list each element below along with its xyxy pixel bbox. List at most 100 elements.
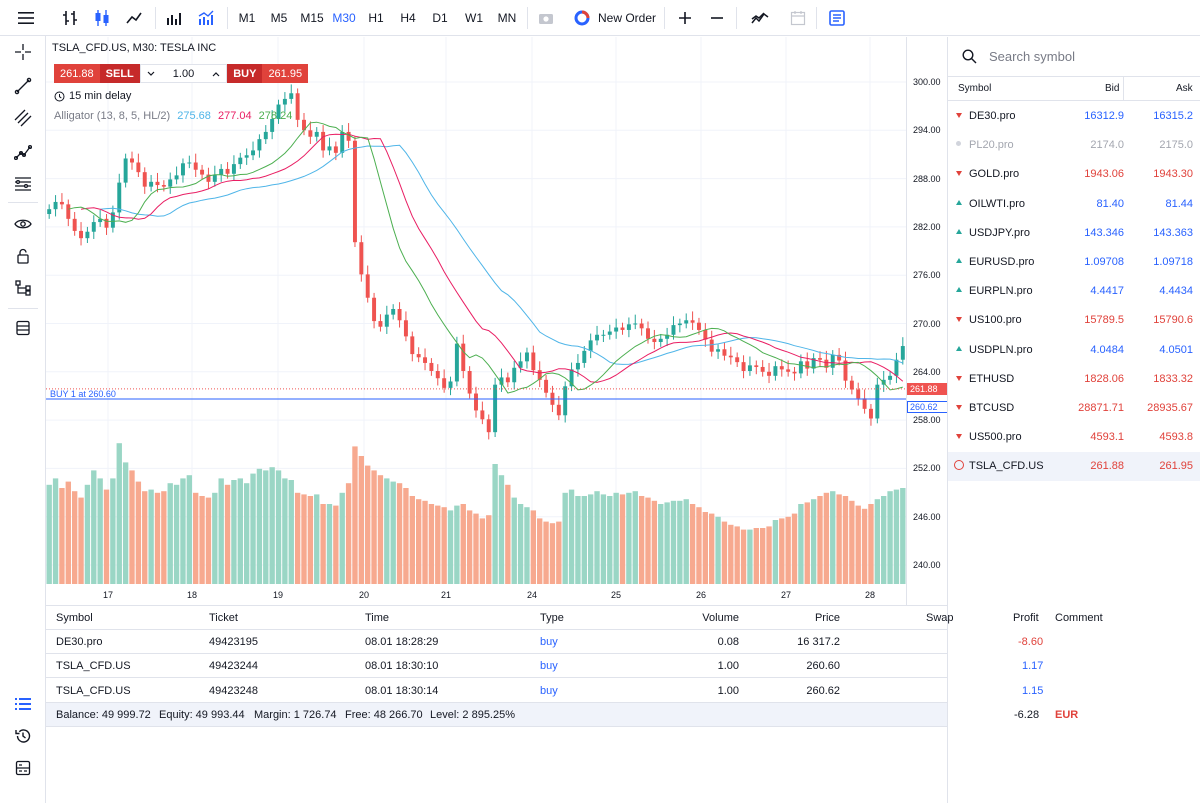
quantity-value[interactable]: 1.00	[172, 67, 195, 80]
positions-table: Symbol Ticket Time Type Volume Price Swa…	[46, 605, 1103, 728]
timeframe-m30[interactable]: M30	[332, 11, 356, 25]
col-symbol[interactable]: Symbol	[958, 83, 992, 94]
layers-icon[interactable]	[13, 318, 33, 338]
position-row[interactable]: TSLA_CFD.US 49423248 08.01 18:30:14 buy 1.00…	[46, 679, 1043, 703]
sell-button[interactable]: SELL	[99, 64, 140, 83]
watchlist-row[interactable]: US100.pro 15789.5 15790.6	[948, 306, 1200, 335]
watchlist-ask: 143.363	[1153, 226, 1193, 239]
position-row[interactable]: DE30.pro 49423195 08.01 18:28:29 buy 0.08 16 …	[46, 630, 1043, 654]
col-comment[interactable]: Comment	[1055, 612, 1103, 624]
volume-bar	[689, 504, 696, 584]
watchlist-row[interactable]: ETHUSD 1828.06 1833.32	[948, 365, 1200, 394]
volume-bar	[371, 470, 377, 584]
position-line-label[interactable]: BUY 1 at 260.60	[50, 389, 116, 399]
trend-line-icon[interactable]	[13, 76, 33, 96]
watchlist-row[interactable]: DE30.pro 16312.9 16315.2	[948, 102, 1200, 131]
volume-bar	[594, 491, 600, 584]
quantity-stepper[interactable]: 1.00	[139, 64, 228, 83]
col-swap[interactable]: Swap	[926, 612, 954, 624]
candle-body	[59, 201, 64, 205]
sell-price[interactable]: 261.88	[54, 64, 100, 83]
col-ask[interactable]: Ask	[1176, 83, 1193, 94]
symbol-search[interactable]: Search symbol	[948, 37, 1200, 77]
timeframe-h1[interactable]: H1	[368, 11, 384, 25]
timeframe-m1[interactable]: M1	[238, 11, 256, 25]
timeframe-h4[interactable]: H4	[400, 11, 416, 25]
candle-body	[505, 377, 510, 383]
zoom-out-icon[interactable]	[706, 0, 728, 36]
path-tool-icon[interactable]	[13, 142, 33, 162]
candle-body	[206, 174, 211, 182]
fib-levels-icon[interactable]	[13, 174, 33, 194]
menu-icon[interactable]	[8, 0, 44, 36]
object-tree-icon[interactable]	[13, 278, 33, 298]
col-volume[interactable]: Volume	[702, 612, 739, 624]
col-symbol[interactable]: Symbol	[56, 612, 93, 624]
history-icon[interactable]	[13, 726, 33, 746]
col-time[interactable]: Time	[365, 612, 390, 624]
candle-body	[47, 209, 52, 215]
eye-icon[interactable]	[13, 214, 33, 234]
line-chart-type-icon[interactable]	[120, 0, 148, 36]
watchlist-row[interactable]: US500.pro 4593.1 4593.8	[948, 423, 1200, 452]
indicator-legend[interactable]: Alligator (13, 8, 5, HL/2) 275.68 277.04…	[54, 110, 292, 122]
notes-icon[interactable]	[824, 0, 850, 36]
timeframe-mn[interactable]: MN	[497, 11, 517, 25]
col-profit[interactable]: Profit	[1013, 612, 1039, 624]
col-price[interactable]: Price	[814, 612, 840, 624]
camera-icon[interactable]	[534, 0, 558, 36]
price-tick-label: 270.00	[913, 318, 941, 329]
candle-body	[130, 158, 134, 163]
candle-chart-type-icon[interactable]	[88, 0, 116, 36]
fx-indicator-icon[interactable]	[746, 0, 774, 36]
crosshair-icon[interactable]	[13, 42, 33, 62]
col-ticket[interactable]: Ticket	[209, 612, 238, 624]
candle-series	[47, 84, 905, 440]
chevron-up-icon[interactable]	[212, 68, 220, 80]
candle-body	[225, 168, 230, 174]
position-row[interactable]: TSLA_CFD.US 49423244 08.01 18:30:10 buy 1.00…	[46, 654, 1043, 679]
volume-bar	[486, 515, 492, 584]
chevron-down-icon[interactable]	[147, 68, 155, 80]
buy-price[interactable]: 261.95	[262, 64, 309, 83]
timeframe-d1[interactable]: D1	[432, 11, 448, 25]
positions-list-icon[interactable]	[13, 694, 33, 714]
watchlist-row[interactable]: EURUSD.pro 1.09708 1.09718	[948, 248, 1200, 277]
candle-body	[91, 222, 96, 232]
zoom-in-icon[interactable]	[674, 0, 696, 36]
candle-body	[690, 320, 695, 323]
watchlist-row[interactable]: GOLD.pro 1943.06 1943.30	[948, 160, 1200, 189]
volume-bar	[842, 496, 849, 584]
candle-body	[263, 131, 268, 140]
col-bid[interactable]: Bid	[1105, 83, 1120, 94]
watchlist-row[interactable]: PL20.pro 2174.0 2175.0	[948, 131, 1200, 160]
time-axis[interactable]: 17 18 19 20 21 24 25 26 27 28	[46, 584, 906, 605]
candle-body	[652, 338, 657, 343]
timeframe-w1[interactable]: W1	[465, 11, 483, 25]
indicators-icon[interactable]	[192, 0, 220, 36]
timeframe-m5[interactable]: M5	[270, 11, 288, 25]
watchlist-row[interactable]: BTCUSD 28871.71 28935.67	[948, 394, 1200, 423]
candle-body	[79, 230, 84, 239]
lock-icon[interactable]	[13, 246, 33, 266]
search-input[interactable]: Search symbol	[989, 49, 1075, 64]
bar-chart-type-icon[interactable]	[56, 0, 84, 36]
watchlist-bid: 143.346	[1084, 226, 1124, 239]
volume-bars-icon[interactable]	[160, 0, 188, 36]
candle-body	[537, 370, 542, 380]
price-chart[interactable]	[46, 37, 906, 584]
account-report-icon[interactable]	[13, 758, 33, 778]
timeframe-m15[interactable]: M15	[300, 11, 324, 25]
buy-button[interactable]: BUY	[227, 64, 263, 83]
watchlist-row[interactable]: TSLA_CFD.US 261.88 261.95	[948, 452, 1200, 482]
price-axis[interactable]: 300.00 294.00 288.00 282.00 276.00 270.00 264.…	[906, 37, 948, 605]
watchlist-row[interactable]: EURPLN.pro 4.4417 4.4434	[948, 277, 1200, 306]
watchlist-row[interactable]: USDPLN.pro 4.0484 4.0501	[948, 336, 1200, 365]
col-type[interactable]: Type	[540, 612, 564, 624]
watchlist-row[interactable]: OILWTI.pro 81.40 81.44	[948, 190, 1200, 219]
parallel-channel-icon[interactable]	[13, 108, 33, 128]
new-order-button[interactable]: New Order	[570, 0, 660, 36]
volume-bar	[314, 494, 320, 584]
watchlist-row[interactable]: USDJPY.pro 143.346 143.363	[948, 219, 1200, 248]
calendar-icon[interactable]	[786, 0, 810, 36]
